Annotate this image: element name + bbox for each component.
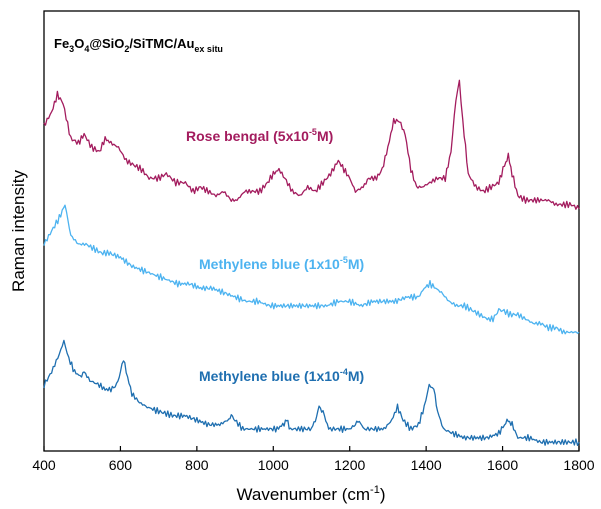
plot-frame [43,10,580,452]
series-label-rose-bengal: Rose bengal (5x10-5M) [186,127,333,144]
series-line-2 [43,339,580,447]
x-axis-label: Wavenumber (cm-1) [237,484,386,504]
x-tick-label: 1000 [258,457,289,473]
x-tick-label: 1400 [411,457,442,473]
x-tick-label: 1800 [563,457,594,473]
series-layer [43,79,580,447]
x-tick-label: 1600 [487,457,518,473]
chart-title: Fe3O4@SiO2/SiTMC/Auex situ [54,36,223,54]
series-line-0 [43,79,580,210]
x-tick-label: 600 [109,457,133,473]
x-tick-label: 1200 [334,457,365,473]
x-tick-label: 400 [32,457,56,473]
series-label-methylene-blue-5: Methylene blue (1x10-5M) [199,255,364,272]
x-tick-label: 800 [185,457,209,473]
series-line-1 [43,204,580,335]
x-ticks: 400 600 800 1000 1200 1400 1600 1800 [32,446,595,473]
y-axis-label: Raman intensity [9,170,28,292]
series-label-methylene-blue-4: Methylene blue (1x10-4M) [199,367,364,384]
